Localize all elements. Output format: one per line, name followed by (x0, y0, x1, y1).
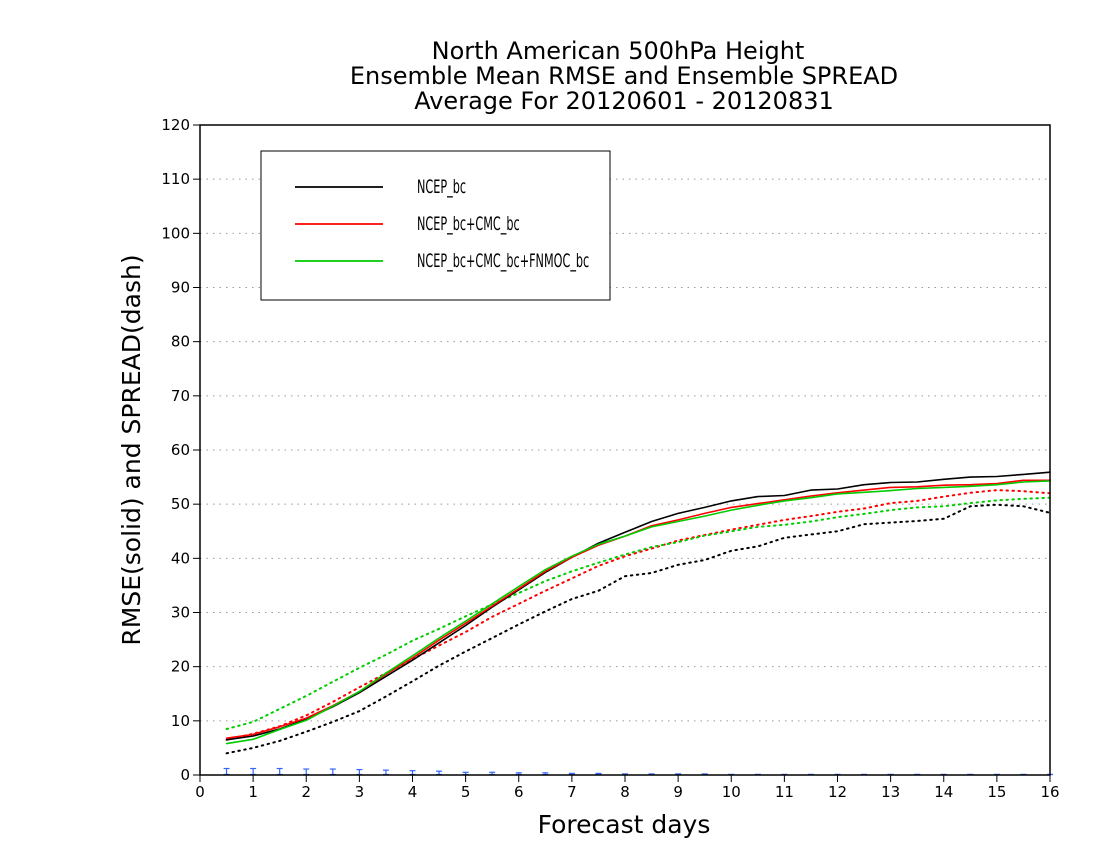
error-bar (276, 767, 283, 776)
y-tick-label: 10 (171, 712, 190, 730)
y-tick-label: 60 (171, 441, 190, 459)
error-bar (356, 768, 363, 776)
y-tick-label: 90 (171, 279, 190, 297)
y-axis-label: RMSE(solid) and SPREAD(dash) (117, 254, 146, 645)
x-tick-label: 5 (461, 783, 471, 801)
chart-title: North American 500hPa Height Ensemble Me… (350, 37, 898, 115)
spread-line-ncep-bc-cmc-bc-fnmoc-bc (225, 496, 1051, 730)
error-bar-series (223, 767, 1053, 776)
x-tick-label: 0 (195, 783, 205, 801)
x-tick-label: 8 (620, 783, 630, 801)
legend-label: NCEP_bc (417, 175, 466, 198)
x-tick-label: 12 (828, 783, 847, 801)
x-tick-label: 6 (514, 783, 524, 801)
x-axis-label: Forecast days (538, 810, 711, 839)
x-tick-label: 10 (722, 783, 741, 801)
y-axis-ticks: 0 10 20 30 40 50 60 70 80 90 100 110 120 (161, 116, 200, 784)
y-tick-label: 0 (180, 766, 190, 784)
legend-label: NCEP_bc+CMC_bc (417, 212, 520, 235)
x-tick-label: 13 (881, 783, 900, 801)
legend: NCEP_bc NCEP_bc+CMC_bc NCEP_bc+CMC_bc+FNMO… (260, 150, 611, 301)
rmse-line-ncep-bc-cmc-bc (225, 479, 1051, 740)
x-tick-label: 7 (567, 783, 577, 801)
spread-line-ncep-bc-cmc-bc (225, 489, 1051, 741)
y-tick-label: 100 (161, 224, 190, 242)
legend-item: NCEP_bc+CMC_bc (295, 212, 520, 236)
legend-item: NCEP_bc+CMC_bc+FNMOC_bc (295, 249, 589, 273)
chart-title-line-1: North American 500hPa Height (432, 37, 805, 65)
rmse-line-ncep-bc (225, 471, 1051, 741)
x-tick-label: 1 (248, 783, 258, 801)
x-axis-ticks: 0 1 2 3 4 5 6 7 8 9 10 11 12 13 14 15 16 (195, 775, 1060, 801)
error-bar (329, 768, 336, 776)
error-bar (250, 767, 257, 776)
spread-dotted-series (225, 489, 1051, 755)
legend-box (260, 150, 611, 301)
x-tick-label: 3 (355, 783, 365, 801)
y-tick-label: 110 (161, 170, 190, 188)
x-tick-label: 16 (1040, 783, 1059, 801)
rmse-solid-series (225, 471, 1051, 745)
legend-label: NCEP_bc+CMC_bc+FNMOC_bc (417, 249, 589, 272)
y-tick-label: 70 (171, 387, 190, 405)
error-bar (223, 767, 230, 776)
chart-title-line-3: Average For 20120601 - 20120831 (414, 87, 834, 115)
x-tick-label: 4 (408, 783, 418, 801)
legend-item: NCEP_bc (295, 175, 466, 199)
y-tick-label: 30 (171, 604, 190, 622)
error-bar (303, 768, 310, 776)
x-tick-label: 14 (934, 783, 953, 801)
x-tick-label: 15 (987, 783, 1006, 801)
y-tick-label: 80 (171, 333, 190, 351)
y-tick-label: 120 (161, 116, 190, 134)
y-tick-label: 20 (171, 658, 190, 676)
rmse-line-ncep-bc-cmc-bc-fnmoc-bc (225, 480, 1051, 745)
spread-line-ncep-bc (225, 503, 1051, 755)
x-tick-label: 11 (775, 783, 794, 801)
x-tick-label: 2 (301, 783, 311, 801)
y-tick-label: 50 (171, 495, 190, 513)
y-tick-label: 40 (171, 549, 190, 567)
x-tick-label: 9 (673, 783, 683, 801)
chart-title-line-2: Ensemble Mean RMSE and Ensemble SPREAD (350, 62, 898, 90)
